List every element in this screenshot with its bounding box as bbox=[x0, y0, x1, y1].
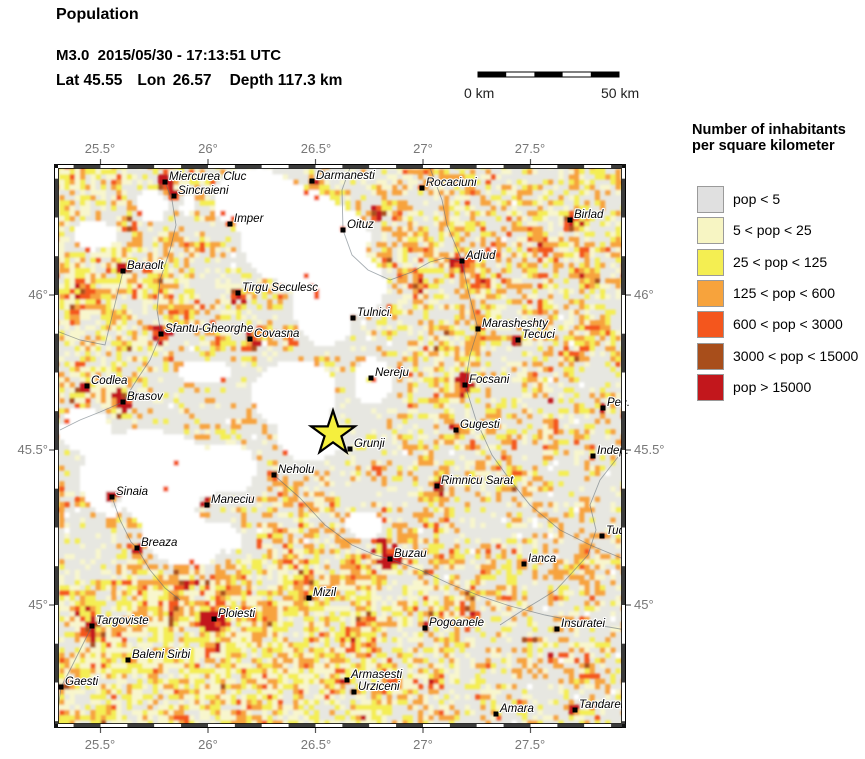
svg-text:Miercurea Cluc: Miercurea Cluc bbox=[169, 171, 247, 183]
svg-text:Tecuci: Tecuci bbox=[522, 329, 555, 341]
svg-text:Focsani: Focsani bbox=[469, 374, 510, 386]
svg-text:Armasesti: Armasesti bbox=[350, 669, 403, 681]
svg-text:Insuratei: Insuratei bbox=[561, 618, 606, 630]
svg-text:Oituz: Oituz bbox=[347, 219, 374, 231]
svg-text:Ploiesti: Ploiesti bbox=[218, 608, 256, 620]
svg-text:Codlea: Codlea bbox=[91, 375, 127, 387]
svg-text:Amara: Amara bbox=[499, 703, 534, 715]
svg-text:Baraolt: Baraolt bbox=[127, 260, 164, 272]
svg-text:Marasheshty: Marasheshty bbox=[482, 318, 549, 330]
svg-text:Sinaia: Sinaia bbox=[116, 486, 148, 498]
svg-text:Gaesti: Gaesti bbox=[65, 676, 99, 688]
svg-text:Grunji: Grunji bbox=[354, 438, 385, 450]
svg-text:Nereju: Nereju bbox=[375, 367, 409, 379]
svg-text:Urziceni: Urziceni bbox=[358, 681, 400, 693]
svg-text:Covasna: Covasna bbox=[254, 328, 299, 340]
svg-text:Darmanesti: Darmanesti bbox=[316, 170, 375, 182]
svg-text:Tirgu Seculesc: Tirgu Seculesc bbox=[242, 282, 318, 294]
svg-text:Maneciu: Maneciu bbox=[211, 494, 255, 506]
svg-text:Mizil: Mizil bbox=[313, 587, 336, 599]
svg-text:Gugesti: Gugesti bbox=[460, 419, 500, 431]
svg-text:Neholu: Neholu bbox=[278, 464, 315, 476]
svg-text:Tulnici.: Tulnici. bbox=[357, 307, 393, 319]
svg-text:Sfantu-Gheorghe: Sfantu-Gheorghe bbox=[165, 323, 253, 335]
svg-text:Baleni Sirbi: Baleni Sirbi bbox=[132, 649, 191, 661]
svg-text:Buzau: Buzau bbox=[394, 548, 427, 560]
svg-text:Pogoanele: Pogoanele bbox=[429, 617, 484, 629]
svg-text:Brasov: Brasov bbox=[127, 391, 164, 403]
svg-text:Adjud: Adjud bbox=[465, 250, 496, 262]
svg-text:Pec.: Pec. bbox=[607, 397, 630, 409]
svg-text:Rocaciuni: Rocaciuni bbox=[426, 177, 477, 189]
svg-text:Imper: Imper bbox=[234, 213, 265, 225]
svg-text:Ianca: Ianca bbox=[528, 553, 556, 565]
svg-text:Sincraieni: Sincraieni bbox=[178, 185, 229, 197]
svg-text:Breaza: Breaza bbox=[141, 537, 177, 549]
svg-text:Tandarei: Tandarei bbox=[579, 699, 624, 711]
svg-text:Birlad: Birlad bbox=[574, 209, 604, 221]
svg-text:Rimnicu Sarat: Rimnicu Sarat bbox=[441, 475, 514, 487]
svg-text:Targoviste: Targoviste bbox=[96, 615, 149, 627]
